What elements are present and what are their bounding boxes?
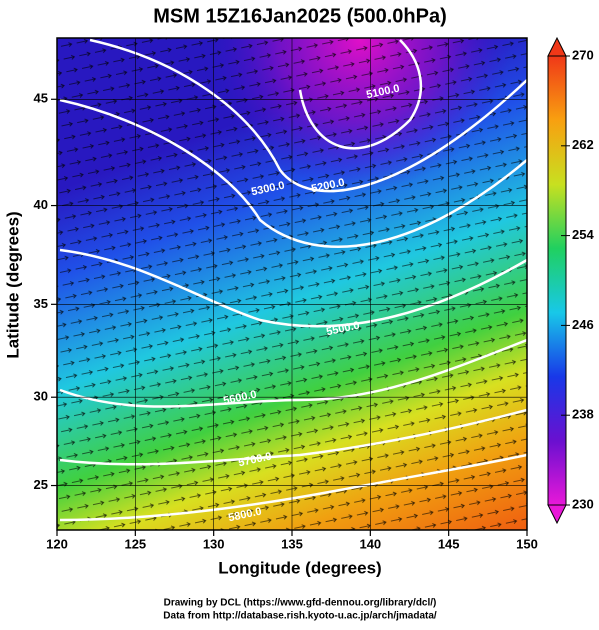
x-tick-label: 135 [281,536,303,551]
x-tick-label: 125 [124,536,146,551]
colorbar [547,55,567,506]
x-tick-label: 130 [203,536,225,551]
credit: Drawing by DCL (https://www.gfd-dennou.o… [164,598,437,609]
y-tick-label: 30 [34,389,48,404]
y-tick-label: 40 [34,197,48,212]
colorbar-tick-label: 254 [572,227,594,242]
colorbar-tick-label: 230 [572,496,594,511]
colorbar-tick-label: 246 [572,317,594,332]
y-tick-label: 25 [34,477,48,492]
x-tick-label: 120 [46,536,68,551]
y-axis-label: Latitude (degrees) [3,211,22,358]
x-tick-label: 150 [516,536,538,551]
colorbar-tick-label: 238 [572,407,594,422]
x-axis-label: Longitude (degrees) [218,558,381,577]
x-tick-label: 145 [438,536,460,551]
y-tick-label: 45 [34,91,48,106]
colorbar-high-end [547,36,567,57]
y-tick-label: 35 [34,296,48,311]
credit: Data from http://database.rish.kyoto-u.a… [163,611,437,622]
colorbar-tick-label: 262 [572,137,594,152]
colorbar-tick-label: 270 [572,47,594,62]
colorbar-low-end [547,504,567,525]
x-tick-label: 140 [359,536,381,551]
title: MSM 15Z16Jan2025 (500.0hPa) [153,5,447,27]
height-contours [59,38,527,522]
